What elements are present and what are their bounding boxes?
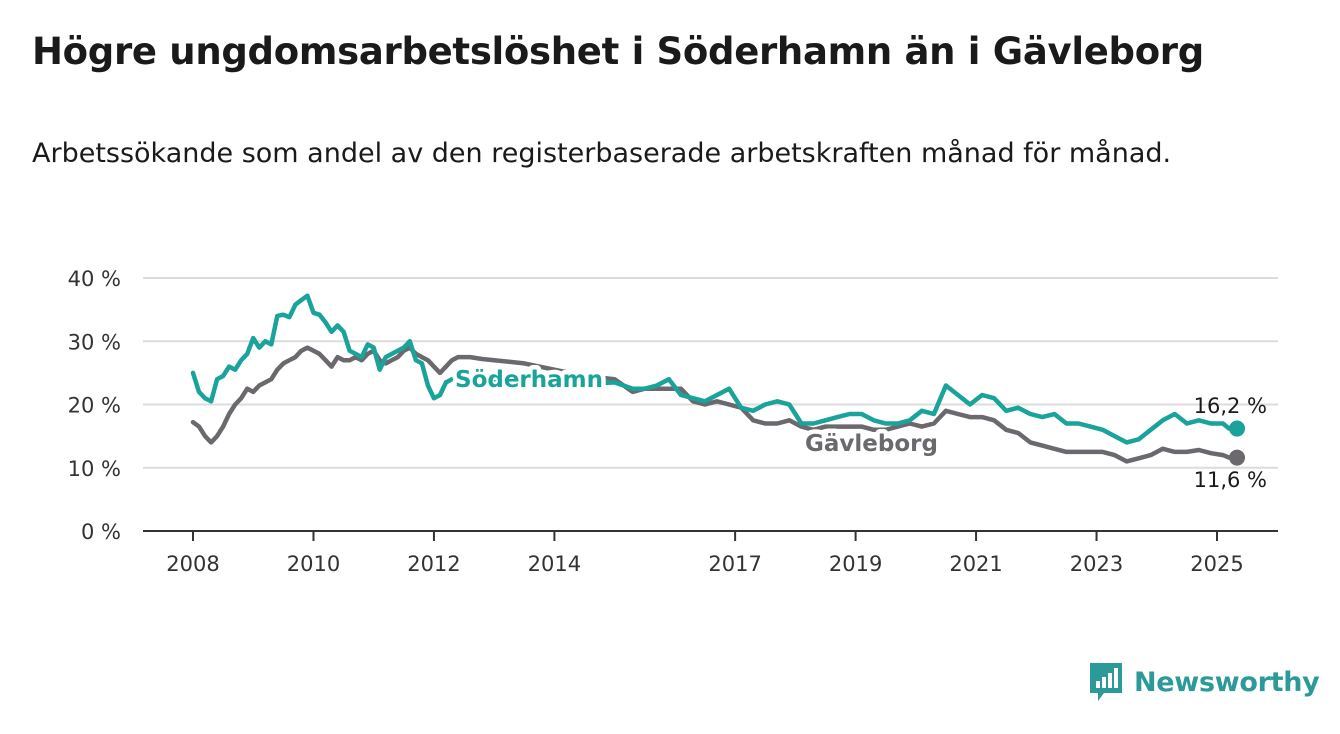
chart-subtitle: Arbetssökande som andel av den registerb… <box>32 138 1172 169</box>
series-label-soderhamn: Söderhamn <box>455 367 603 393</box>
x-tick-label: 2025 <box>1190 552 1243 576</box>
y-tick-label: 40 % <box>68 267 121 291</box>
series-end-point <box>1229 420 1246 437</box>
gridlines <box>143 277 1278 469</box>
series-end-point <box>1229 449 1246 466</box>
x-tick-label: 2012 <box>407 552 460 576</box>
brand-name: Newsworthy <box>1134 666 1320 698</box>
end-label-gavleborg: 11,6 % <box>1194 468 1267 492</box>
end-label-soderhamn: 16,2 % <box>1194 394 1267 418</box>
newsworthy-logo-icon <box>1090 663 1122 701</box>
brand: Newsworthy <box>1088 660 1320 704</box>
series-label-gavleborg: Gävleborg <box>805 431 938 457</box>
series-line-gavleborg <box>190 345 1232 464</box>
y-tick-label: 10 % <box>68 457 121 481</box>
y-axis-tick-labels: 0 % 10 % 20 % 30 % 40 % <box>68 267 121 544</box>
series-lines <box>190 293 1246 466</box>
x-tick-label: 2014 <box>528 552 581 576</box>
x-axis: 2008 2010 2012 2014 2017 2019 2021 2023 2025 <box>143 530 1278 576</box>
chart-title: Högre ungdomsarbetslöshet i Söderhamn än… <box>32 30 1204 73</box>
x-tick-label: 2017 <box>708 552 761 576</box>
y-tick-label: 30 % <box>68 330 121 354</box>
x-tick-label: 2019 <box>829 552 882 576</box>
series-labels: Söderhamn Gävleborg 16,2 % 11,6 % <box>451 363 1268 493</box>
x-tick-label: 2021 <box>949 552 1002 576</box>
x-tick-label: 2023 <box>1070 552 1123 576</box>
y-tick-label: 0 % <box>81 520 121 544</box>
y-tick-label: 20 % <box>68 394 121 418</box>
x-tick-label: 2010 <box>287 552 340 576</box>
series-line-soderhamn <box>190 293 1232 445</box>
x-tick-label: 2008 <box>166 552 219 576</box>
